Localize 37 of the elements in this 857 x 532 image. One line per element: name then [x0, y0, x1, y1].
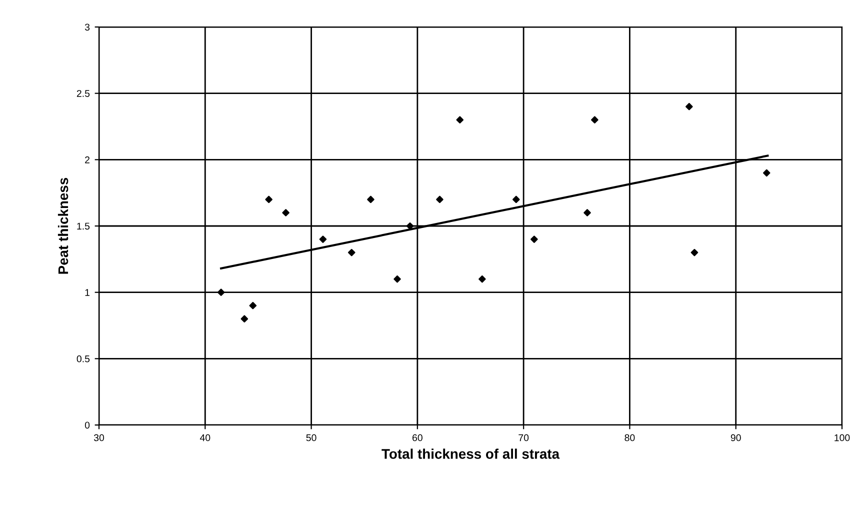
point — [530, 236, 538, 243]
point — [478, 275, 486, 283]
point — [240, 315, 248, 323]
point — [584, 209, 591, 216]
x-tick-label: 40 — [200, 434, 210, 442]
point — [249, 302, 257, 310]
point — [265, 196, 272, 204]
y-tick-label: 3 — [84, 24, 90, 31]
point — [512, 196, 520, 204]
x-tick-label: 100 — [834, 434, 850, 442]
point — [282, 209, 290, 216]
point — [217, 288, 225, 296]
y-tick-label: 2 — [85, 156, 90, 164]
x-tick-label: 50 — [306, 434, 316, 442]
point — [348, 248, 356, 256]
x-tick-label: 70 — [518, 434, 529, 442]
y-tick-label: 0.5 — [76, 355, 90, 362]
y-tick-label: 1 — [85, 289, 90, 296]
point — [456, 116, 464, 124]
point — [436, 196, 444, 204]
y-tick-label: 0 — [84, 422, 90, 429]
x-tick-label: 30 — [94, 434, 104, 442]
point — [686, 102, 693, 110]
point — [763, 169, 770, 177]
x-tick-label: 60 — [412, 434, 422, 442]
point — [319, 236, 327, 243]
y-tick-label: 2.5 — [76, 90, 90, 97]
point — [406, 222, 414, 230]
point — [690, 248, 698, 256]
point — [591, 116, 598, 124]
y-tick-label: 1.5 — [77, 222, 90, 230]
point — [367, 196, 374, 204]
point — [394, 275, 401, 283]
y-axis-title: Peat thickness — [58, 178, 68, 274]
x-axis-title: Total thickness of all strata — [382, 448, 560, 459]
x-tick-label: 80 — [624, 434, 635, 442]
x-tick-label: 90 — [730, 434, 741, 442]
